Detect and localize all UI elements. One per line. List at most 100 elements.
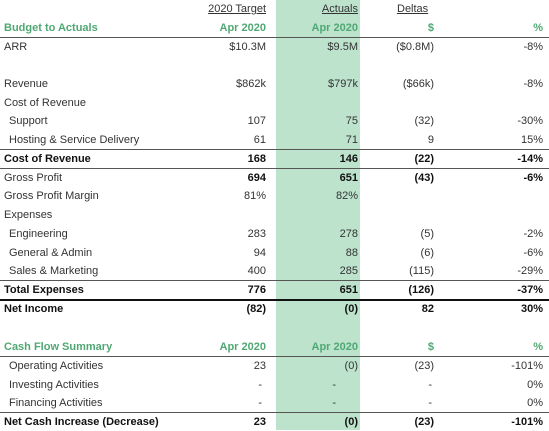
delta-pct: -37% [517,284,543,296]
delta-pct: -14% [517,153,543,165]
target-value: 81% [243,190,266,202]
row-label: Sales & Marketing [9,265,99,277]
subtotal-divider [0,280,549,281]
total-divider [0,299,549,301]
row-label: Gross Profit Margin [4,190,99,202]
table-row: Hosting & Service Delivery 61 71 9 15% [0,131,549,149]
delta-value: (22) [414,153,434,165]
row-label: Revenue [4,78,49,90]
delta-pct: -101% [511,360,543,372]
delta-pct: -8% [523,41,543,53]
row-label: Investing Activities [9,379,99,391]
delta-value: (43) [414,172,434,184]
delta-value: (23) [414,416,434,428]
delta-value: (5) [420,228,434,240]
actual-value: 88 [345,247,358,259]
delta-dollar-header: $ [427,341,434,353]
actual-value: (0) [344,360,358,372]
target-value: 23 [253,360,266,372]
delta-pct: -6% [523,247,543,259]
table-row: Cost of Revenue 168 146 (22) -14% [0,150,549,168]
delta-value: ($66k) [402,78,434,90]
table-row: General & Admin 94 88 (6) -6% [0,244,549,262]
actual-value: 278 [339,228,358,240]
table-row: Total Expenses 776 651 (126) -37% [0,281,549,299]
cashflow-header-row: Cash Flow Summary Apr 2020 Apr 2020 $ % [0,338,549,356]
delta-dollar-header: $ [427,22,434,34]
target-value: 168 [247,153,266,165]
table-row: Gross Profit Margin 81% 82% [0,187,549,205]
delta-value: (23) [414,360,434,372]
actuals-period: Apr 2020 [311,22,358,34]
table-row: Engineering 283 278 (5) -2% [0,225,549,243]
table-row: Operating Activities 23 (0) (23) -101% [0,357,549,375]
section-title: Budget to Actuals [4,22,98,34]
column-title-row: 2020 Target Actuals Deltas [0,0,549,18]
actual-value: - [332,397,336,409]
subtotal-divider [0,149,549,150]
row-label: Engineering [9,228,68,240]
row-label: General & Admin [9,247,93,259]
delta-value: - [428,397,432,409]
row-label: Gross Profit [4,172,63,184]
actual-value: $9.5M [327,41,358,53]
target-value: 94 [253,247,266,259]
row-label: Cost of Revenue [4,153,91,165]
delta-pct: 30% [520,303,543,315]
delta-pct: -101% [511,416,543,428]
delta-pct-header: % [533,341,543,353]
target-value: $862k [236,78,266,90]
row-label: ARR [4,41,28,53]
table-row: Expenses [0,206,549,224]
actuals-period: Apr 2020 [311,341,358,353]
delta-pct: 15% [520,134,543,146]
target-value: - [258,379,262,391]
target-value: (82) [246,303,266,315]
deltas-column-title: Deltas [397,3,429,15]
delta-value: (126) [408,284,434,296]
target-value: 400 [247,265,266,277]
row-label: Net Income [4,303,64,315]
row-label: Net Cash Increase (Decrease) [4,416,159,428]
delta-pct: 0% [527,379,543,391]
row-label: Support [9,115,48,127]
target-value: - [258,397,262,409]
table-row: Investing Activities - - - 0% [0,376,549,394]
delta-value: (32) [414,115,434,127]
actual-value: 146 [339,153,358,165]
table-row: Sales & Marketing 400 285 (115) -29% [0,262,549,280]
table-row: Net Income (82) (0) 82 30% [0,300,549,318]
actual-value: 75 [345,115,358,127]
delta-pct: -8% [523,78,543,90]
table-row: Financing Activities - - - 0% [0,394,549,412]
target-value: 107 [247,115,266,127]
actual-value: (0) [344,303,358,315]
actual-value: - [332,379,336,391]
actuals-column-highlight [276,0,360,430]
delta-pct: -29% [517,265,543,277]
table-row: Revenue $862k $797k ($66k) -8% [0,75,549,93]
table-row: Cost of Revenue [0,94,549,112]
row-label: Financing Activities [9,397,103,409]
table-row: Support 107 75 (32) -30% [0,112,549,130]
target-value: 23 [253,416,266,428]
row-label: Operating Activities [9,360,104,372]
header-divider [0,37,549,38]
target-column-title: 2020 Target [208,3,266,15]
actual-value: 285 [339,265,358,277]
target-period: Apr 2020 [219,22,266,34]
delta-value: - [428,379,432,391]
cashflow-title: Cash Flow Summary [4,341,113,353]
table-row: ARR $10.3M $9.5M ($0.8M) -8% [0,38,549,56]
delta-value: (6) [420,247,434,259]
delta-value: (115) [409,265,434,277]
row-label: Total Expenses [4,284,84,296]
delta-pct: 0% [527,397,543,409]
actual-value: (0) [344,416,358,428]
table-row: Gross Profit 694 651 (43) -6% [0,169,549,187]
delta-value: 82 [421,303,434,315]
actual-value: $797k [328,78,358,90]
delta-pct-header: % [533,22,543,34]
target-value: 61 [253,134,266,146]
